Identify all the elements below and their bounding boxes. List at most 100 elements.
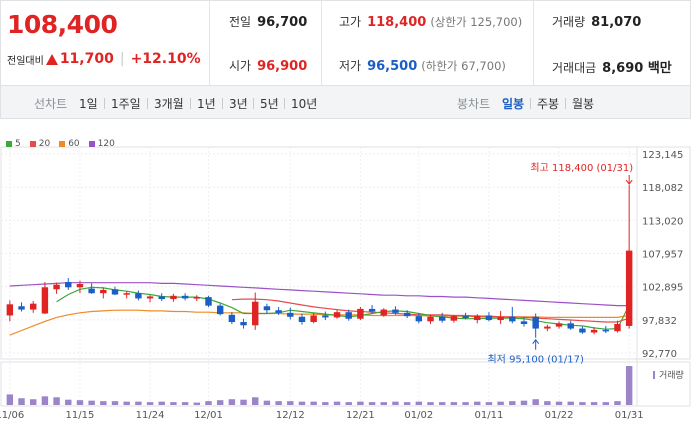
candle-body xyxy=(485,315,493,321)
legend-swatch xyxy=(6,141,12,147)
volume-bar xyxy=(544,401,551,405)
y-tick-label: 92,770 xyxy=(642,349,677,360)
candle-body xyxy=(555,323,563,327)
period-3m[interactable]: 3개월 xyxy=(154,97,184,111)
open-value: 96,900 xyxy=(257,59,308,74)
candle-body xyxy=(590,329,598,333)
volume-bar xyxy=(146,402,154,405)
x-tick-label: 11/24 xyxy=(136,410,165,421)
candle-daily[interactable]: 일봉 xyxy=(502,97,525,111)
separator xyxy=(284,98,285,109)
candlestick-chart[interactable]: 123,145 118,082 113,020 107,957 102,895 97,83… xyxy=(0,119,691,443)
low-arrowhead-icon xyxy=(532,338,540,345)
prev-close-label: 전일 xyxy=(229,15,252,29)
candle-body xyxy=(170,295,177,300)
y-tick-label: 113,020 xyxy=(642,216,683,227)
period-5y[interactable]: 5년 xyxy=(260,97,279,111)
separator xyxy=(190,98,191,109)
volume-bar xyxy=(357,401,364,405)
open-label: 시가 xyxy=(229,59,252,73)
volume-bar xyxy=(252,397,259,405)
low-label: 저가 xyxy=(339,59,362,73)
candle-body xyxy=(275,310,282,313)
low-value: 96,500 xyxy=(367,59,418,74)
y-tick-label: 118,082 xyxy=(642,183,683,194)
volume-bar xyxy=(520,400,528,405)
volume-bar xyxy=(41,396,49,405)
period-1y[interactable]: 1년 xyxy=(197,97,216,111)
x-tick-label: 01/22 xyxy=(545,410,574,421)
volume-bar xyxy=(275,401,282,405)
ma5-line xyxy=(56,286,630,330)
volume-bar xyxy=(181,402,189,405)
candle-body xyxy=(450,316,458,321)
candle-body xyxy=(392,309,399,313)
x-tick-label: 01/11 xyxy=(475,410,504,421)
volume-bar xyxy=(29,399,37,405)
trade-value-label: 거래대금 xyxy=(552,61,597,75)
volume-bar xyxy=(6,394,14,405)
volume-bar xyxy=(602,402,610,405)
volume-bar xyxy=(392,401,399,405)
volume-bar xyxy=(450,402,458,405)
volume-bar xyxy=(322,402,329,405)
period-1w[interactable]: 1주일 xyxy=(111,97,141,111)
candle-body xyxy=(100,289,107,294)
candle-body xyxy=(520,321,528,324)
period-10y[interactable]: 10년 xyxy=(291,97,318,111)
legend-label: 60 xyxy=(68,139,80,149)
high-label: 고가 xyxy=(339,15,362,29)
volume-bar xyxy=(76,400,84,405)
volume-bar xyxy=(263,400,271,405)
volume-bar xyxy=(216,400,224,405)
candle-body xyxy=(544,326,551,329)
volume-bar xyxy=(368,402,376,405)
volume-bar xyxy=(100,401,107,405)
volume-bar xyxy=(625,366,633,405)
candle-body xyxy=(216,305,224,315)
volume-bar xyxy=(240,399,247,405)
up-triangle-icon xyxy=(45,53,58,65)
candle-body xyxy=(322,315,329,318)
line-chart-label: 선차트 xyxy=(34,97,68,111)
candle-weekly[interactable]: 주봉 xyxy=(537,97,560,111)
current-price: 108,400 xyxy=(7,10,118,39)
volume-bar xyxy=(345,402,352,405)
candle-body xyxy=(123,293,130,295)
separator xyxy=(222,98,223,109)
ma20-line xyxy=(231,298,630,323)
separator xyxy=(147,98,148,109)
volume-bar xyxy=(333,401,341,405)
volume-value: 81,070 xyxy=(591,15,642,30)
candle-body xyxy=(135,293,142,299)
volume-stat: 거래량 81,070 xyxy=(552,13,641,30)
high-value: 118,400 xyxy=(367,15,427,30)
trade-value-value: 8,690 백만 xyxy=(602,61,672,76)
volume-bar xyxy=(18,398,25,405)
candle-body xyxy=(509,316,516,322)
period-3y[interactable]: 3년 xyxy=(229,97,248,111)
x-tick-label: 12/21 xyxy=(346,410,375,421)
volume-bar xyxy=(579,402,586,405)
volume-label: 거래량 xyxy=(659,369,684,381)
low-stat: 저가 96,500 (하한가 67,700) xyxy=(339,57,506,74)
volume-bar xyxy=(427,402,434,405)
trade-value-stat: 거래대금 8,690 백만 xyxy=(552,57,672,76)
volume-bar xyxy=(403,402,411,405)
candle-body xyxy=(368,308,376,312)
candle-body xyxy=(228,314,236,323)
period-1d[interactable]: 1일 xyxy=(79,97,98,111)
candle-body xyxy=(474,315,481,321)
moving-average-legend: 5 20 60 120 xyxy=(6,139,115,149)
ma60-line xyxy=(9,309,630,336)
candle-body xyxy=(602,329,610,332)
volume-bar xyxy=(567,401,574,405)
separator xyxy=(530,98,531,109)
candle-body xyxy=(88,288,95,294)
candle-body xyxy=(76,284,84,288)
volume-bar xyxy=(310,401,317,405)
lower-limit: (하한가 67,700) xyxy=(421,59,506,73)
candle-monthly[interactable]: 월봉 xyxy=(572,97,595,111)
candle-body xyxy=(158,296,165,300)
candle-body xyxy=(252,301,259,326)
